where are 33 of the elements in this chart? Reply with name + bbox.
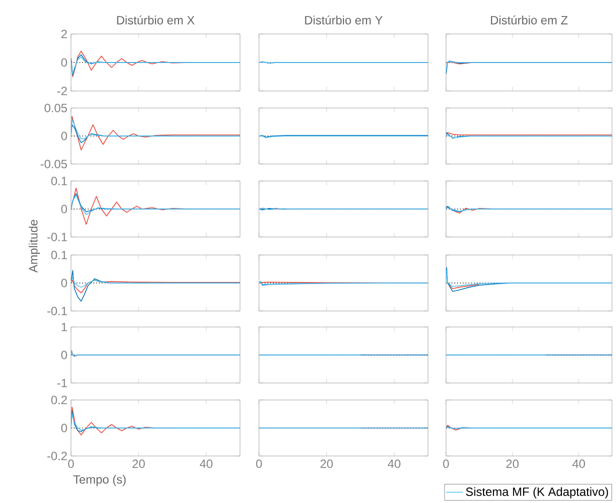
y-tick-label: -0.2 <box>47 452 67 460</box>
y-tick-label: 0.2 <box>51 396 67 404</box>
y-tick-label: -0.1 <box>47 306 67 316</box>
legend-label: Sistema MF (K Adaptativo) <box>466 487 608 498</box>
x-tick-label: 0 <box>443 460 449 468</box>
y-tick-label: 0.05 <box>44 104 67 112</box>
x-tick-label: 40 <box>388 460 400 468</box>
y-tick-label: 1 <box>62 322 67 332</box>
y-tick-label: 0 <box>61 132 68 140</box>
x-axis-title: Tempo (s) <box>73 474 126 486</box>
y-tick-label: 0 <box>61 424 68 432</box>
y-axis-title: Amplitude <box>28 220 40 273</box>
y-tick-label: 0 <box>61 58 68 67</box>
y-tick-label: 0 <box>61 204 68 214</box>
x-tick-label: 0 <box>68 460 74 468</box>
x-tick-label: 40 <box>200 460 212 468</box>
y-tick-label: 0.1 <box>51 250 67 260</box>
y-tick-label: -1 <box>57 378 67 388</box>
chart-title: Distúrbio em Y <box>305 16 383 24</box>
y-tick-label: 0 <box>61 350 68 360</box>
y-tick-label: -0.05 <box>40 160 67 168</box>
x-tick-label: 20 <box>320 460 333 468</box>
x-tick-label: 20 <box>132 460 145 468</box>
y-tick-label: 2 <box>61 30 67 38</box>
x-tick-label: 40 <box>572 460 585 468</box>
x-tick-label: 0 <box>256 460 262 468</box>
chart-title: Distúrbio em X <box>117 16 195 24</box>
x-tick-label: 20 <box>506 460 519 468</box>
y-tick-label: 0.1 <box>51 176 67 186</box>
y-tick-label: 0 <box>61 278 68 288</box>
chart-title: Distúrbio em Z <box>490 16 568 24</box>
y-tick-label: -2 <box>57 86 67 96</box>
y-tick-label: -0.1 <box>47 232 67 242</box>
